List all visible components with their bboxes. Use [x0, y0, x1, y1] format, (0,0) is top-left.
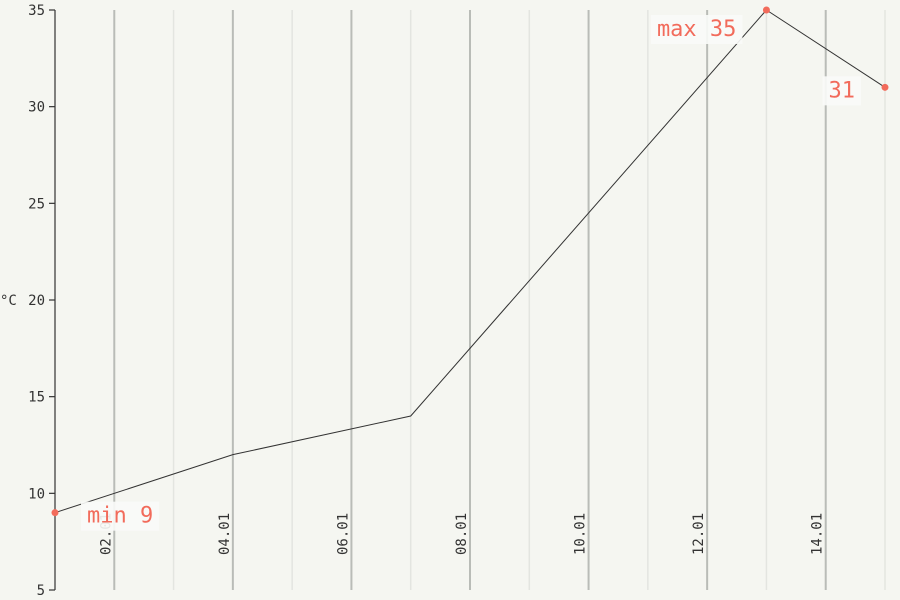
x-axis-ticks: 02.01 04.01 06.01 08.01 10.01 12.01 14.01 — [98, 513, 825, 555]
annotation-background — [81, 501, 160, 531]
annotations: min 9 max 35 31 — [51, 6, 889, 531]
annotation-text: 31 — [829, 78, 856, 103]
y-tick-label: 15 — [28, 390, 45, 406]
y-tick-label: 20 — [28, 293, 45, 309]
annotated-point-marker — [881, 83, 889, 91]
annotation-label: 31 — [822, 76, 861, 106]
annotation-text: max 35 — [657, 17, 736, 42]
x-tick-label: 04.01 — [217, 513, 233, 555]
x-tick-label: 06.01 — [335, 513, 351, 555]
y-tick-label: 5 — [37, 583, 45, 599]
annotation-background — [822, 76, 861, 106]
x-tick-label: 10.01 — [573, 513, 589, 555]
annotation-label: max 35 — [650, 15, 743, 44]
temperature-line — [54, 9, 886, 514]
y-axis: 5 10 15 20 25 30 35 — [28, 3, 56, 599]
x-tick-label: 12.01 — [691, 513, 707, 555]
series — [54, 9, 886, 514]
y-tick-label: 10 — [28, 486, 45, 502]
x-tick-label: 14.01 — [810, 513, 826, 555]
annotation-label: min 9 — [81, 501, 160, 531]
annotated-point-marker — [762, 6, 770, 14]
annotated-point-marker — [51, 509, 59, 517]
annotation-background — [650, 15, 743, 44]
y-axis-label: °C — [0, 293, 17, 309]
x-tick-label: 08.01 — [454, 513, 470, 555]
y-tick-label: 35 — [28, 3, 45, 19]
grid-lines — [113, 10, 886, 590]
y-tick-label: 30 — [28, 100, 45, 116]
y-tick-label: 25 — [28, 196, 45, 212]
annotation-text: min 9 — [87, 504, 153, 529]
